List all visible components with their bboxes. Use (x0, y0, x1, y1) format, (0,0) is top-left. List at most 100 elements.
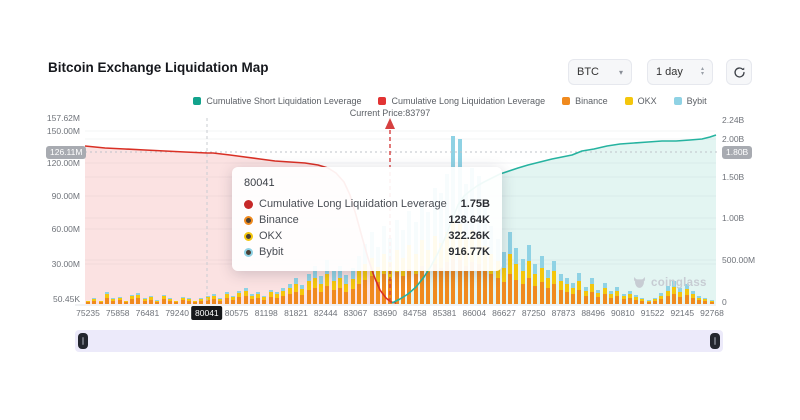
axis-tick-label: 92145 (670, 308, 695, 318)
liquidation-bar (123, 301, 128, 304)
axis-tick-label: 81821 (284, 308, 308, 318)
liquidation-bar (615, 287, 620, 304)
axis-tick-label: 500.00M (722, 255, 756, 265)
tooltip-series-label: Cumulative Long Liquidation Leverage (259, 198, 447, 210)
tooltip-series-label: Binance (259, 214, 299, 226)
legend-item-binance[interactable]: Binance (562, 96, 608, 106)
legend-label: OKX (637, 96, 657, 106)
tooltip-row: OKX 322.26K (244, 230, 490, 242)
liquidation-bar (552, 261, 557, 304)
liquidation-bar (262, 296, 267, 304)
liquidation-bar (256, 292, 261, 304)
liquidation-bar (703, 298, 708, 304)
axis-tick-label: 86004 (462, 308, 487, 318)
timeframe-select[interactable]: 1 day ▴ ▾ (647, 59, 713, 85)
tooltip-row: Cumulative Long Liquidation Leverage 1.75… (244, 198, 490, 210)
axis-tick-label: 88496 (581, 308, 605, 318)
axis-tick-label: 91522 (640, 308, 665, 318)
liquidation-bar (653, 298, 657, 304)
axis-tick-label: 82444 (313, 308, 338, 318)
coinglass-watermark: coinglass (632, 276, 707, 290)
liquidation-bar (268, 290, 273, 304)
symbol-select-value: BTC (577, 66, 599, 78)
liquidation-bar (92, 298, 97, 304)
liquidation-bar (678, 288, 683, 304)
tooltip-series-value: 1.75B (460, 198, 490, 210)
liquidation-bar (590, 278, 594, 304)
legend-item-okx[interactable]: OKX (624, 96, 657, 106)
legend-swatch-icon (562, 97, 571, 105)
tooltip-series-value: 322.26K (448, 230, 490, 242)
symbol-select[interactable]: BTC ▾ (568, 59, 632, 85)
liquidation-bar (564, 278, 569, 304)
liquidation-bar (539, 256, 544, 304)
datazoom-left-handle[interactable] (78, 333, 88, 349)
axis-tick-label: 76481 (135, 308, 160, 318)
liquidation-bar (136, 293, 141, 304)
liquidation-bar (212, 294, 216, 304)
axis-tick-label: 81198 (254, 308, 278, 318)
axis-tick-label: 80575 (224, 308, 249, 318)
series-marker-icon (244, 215, 253, 225)
refresh-button[interactable] (726, 59, 752, 85)
liquidation-bar (249, 294, 254, 304)
legend-swatch-icon (673, 97, 682, 105)
axis-tick-label: 79240 (165, 308, 189, 318)
liquidation-bar (501, 252, 506, 304)
axis-tick-label: 120.00M (46, 158, 80, 168)
tooltip-price: 80041 (244, 177, 275, 189)
legend-label: Cumulative Short Liquidation Leverage (206, 96, 362, 106)
axis-tick-label: 157.62M (46, 113, 80, 123)
liquidation-bar (186, 298, 191, 304)
legend-swatch-icon (378, 97, 387, 105)
datazoom-slider[interactable] (75, 330, 723, 352)
liquidation-bar (287, 284, 292, 304)
axis-tick-label: 1.50B (722, 172, 745, 182)
axis-tick-label: 87250 (521, 308, 546, 318)
tooltip-row: Binance 128.64K (244, 214, 490, 226)
liquidation-bar (508, 232, 513, 304)
axis-tick-label: 75235 (76, 308, 100, 318)
legend-label: Cumulative Long Liquidation Leverage (391, 96, 546, 106)
liquidation-bar (709, 300, 714, 304)
liquidation-bar (690, 291, 695, 304)
legend-swatch-icon (624, 97, 633, 105)
datazoom-right-handle[interactable] (710, 333, 720, 349)
legend-item-cumulative-short-liquidation-leverage[interactable]: Cumulative Short Liquidation Leverage (193, 96, 361, 106)
axis-tick-label: 84758 (403, 308, 427, 318)
watermark-text: coinglass (651, 277, 707, 289)
axis-tick-label: 90.00M (51, 191, 80, 201)
liquidation-bar (180, 297, 185, 304)
liquidation-bar (627, 291, 632, 304)
chart-legend: Cumulative Short Liquidation Leverage Cum… (150, 96, 750, 106)
liquidation-bar (155, 300, 160, 304)
liquidation-bar (571, 283, 576, 304)
liquidation-bar (338, 266, 342, 304)
series-marker-icon (244, 231, 253, 241)
liquidation-bar (205, 296, 210, 304)
liquidation-bar (640, 298, 645, 304)
liquidation-bar (659, 293, 664, 304)
liquidation-bar (608, 291, 613, 304)
liquidation-bar (167, 298, 172, 304)
series-marker-icon (244, 199, 253, 209)
liquidation-bar (306, 274, 311, 304)
axis-tick-label: 2.00B (722, 134, 745, 144)
chart-tooltip: 80041 Cumulative Long Liquidation Levera… (232, 167, 502, 271)
legend-item-bybit[interactable]: Bybit (673, 96, 707, 106)
liquidation-bar (520, 259, 525, 304)
liquidation-bar (275, 292, 279, 304)
liquidation-bar (350, 268, 355, 304)
legend-item-cumulative-long-liquidation-leverage[interactable]: Cumulative Long Liquidation Leverage (378, 96, 545, 106)
x-axis-pointer-badge: 80041 (191, 306, 223, 320)
liquidation-bar (545, 270, 550, 304)
liquidation-bar (319, 276, 324, 304)
liquidation-bar (646, 300, 651, 304)
right-axis-pointer-badge: 1.80B (722, 146, 753, 159)
legend-label: Binance (575, 96, 608, 106)
axis-tick-label: 2.24B (722, 115, 745, 125)
liquidation-bar (224, 292, 229, 304)
liquidation-bar (293, 278, 298, 304)
liquidation-bar (174, 301, 179, 304)
liquidation-bar (111, 298, 116, 304)
